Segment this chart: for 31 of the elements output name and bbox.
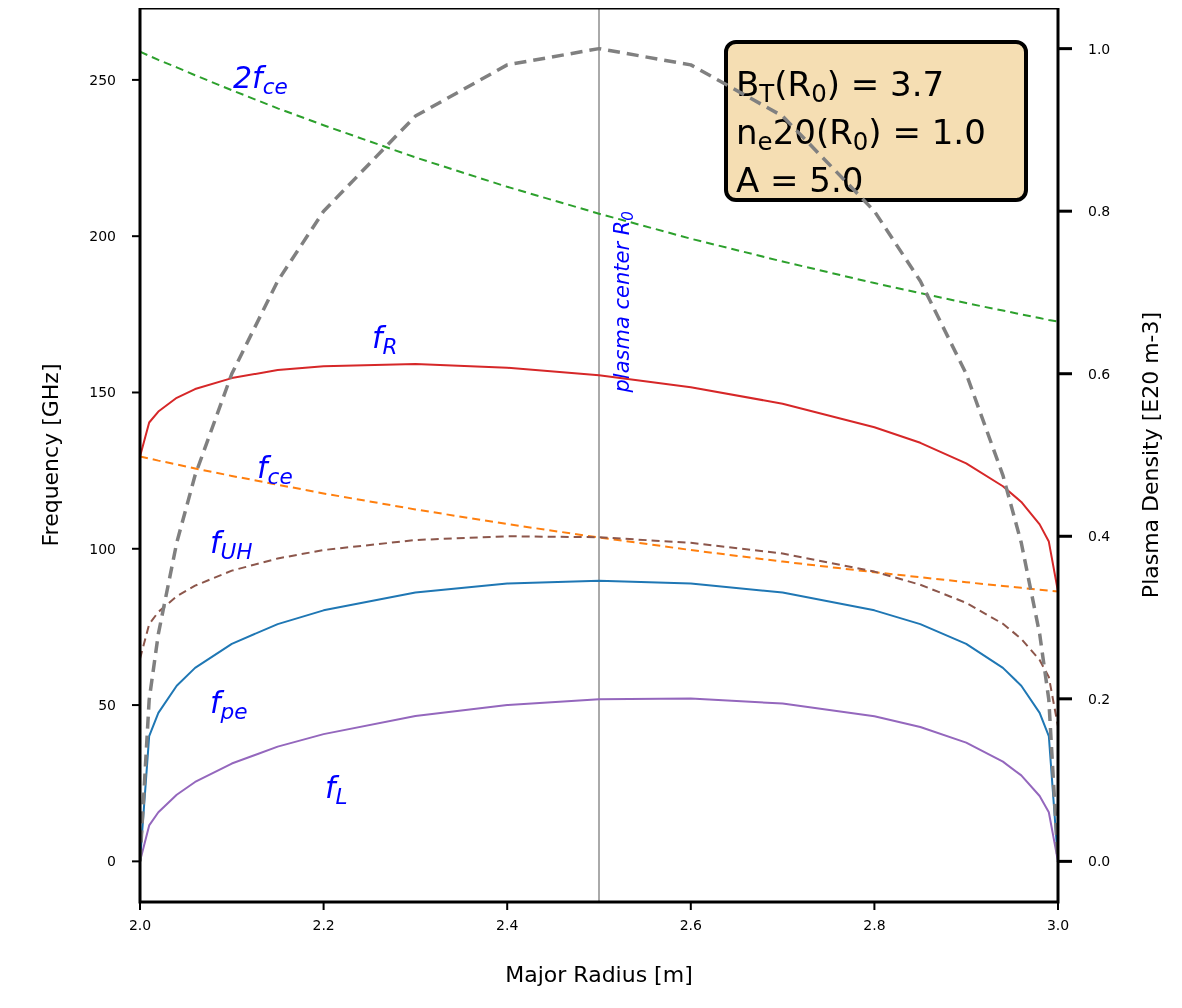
annotation: A = 5.0: [736, 160, 864, 200]
x-tick-label: 2.8: [863, 917, 886, 933]
y-tick-label: 150: [89, 384, 116, 401]
y2-tick-label: 0.8: [1088, 203, 1111, 220]
series-label: f$_{ce}$: [257, 450, 293, 489]
y2-tick-label: 0.4: [1088, 528, 1111, 545]
x-tick-label: 3.0: [1046, 917, 1070, 933]
x-tick-label: 2.2: [312, 917, 335, 933]
y-tick-label: 200: [89, 228, 116, 245]
y-tick-label: 0: [107, 853, 116, 870]
y2-tick-label: 1.0: [1088, 40, 1111, 57]
y-tick-label: 50: [98, 696, 116, 713]
y2-tick-label: 0.0: [1088, 853, 1111, 870]
y-tick-label: 100: [89, 540, 116, 557]
series-label: f$_{pe}$: [210, 685, 248, 724]
y2-tick-label: 0.6: [1088, 365, 1111, 382]
annotation: n$_{e}$20(R$_{0}$) = 1.0: [736, 112, 986, 156]
series-label: 2f$_{ce}$: [233, 60, 288, 99]
x-tick-label: 2.0: [128, 917, 152, 933]
series-label: f$_{UH}$: [210, 525, 253, 564]
line-series: [140, 455, 1058, 593]
x-axis-title: Major Radius [m]: [505, 962, 693, 987]
y-axis-title: Frequency [GHz]: [38, 363, 63, 547]
annotation: B$_{T}$(R$_{0}$) = 3.7: [736, 64, 945, 108]
y2-tick-label: 0.2: [1088, 690, 1111, 707]
y2-axis-title: Plasma Density [E20 m-3]: [1138, 311, 1163, 599]
x-tick-label: 2.6: [679, 917, 703, 933]
series-label: f$_{L}$: [325, 770, 348, 809]
x-tick-label: 2.4: [496, 917, 519, 933]
y-tick-label: 250: [89, 71, 116, 88]
series-label: f$_{R}$: [372, 320, 398, 359]
